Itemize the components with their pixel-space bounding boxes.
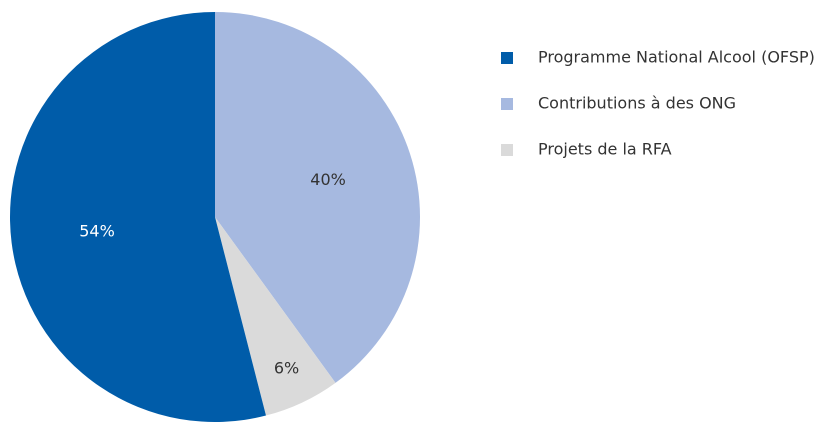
legend-label: Programme National Alcool (OFSP) [538, 48, 815, 67]
legend-swatch [501, 144, 513, 156]
data-label: 54% [79, 221, 115, 240]
legend-swatch [501, 52, 513, 64]
data-label: 40% [310, 170, 346, 189]
pie-slice [215, 217, 336, 416]
data-label: 6% [274, 359, 299, 378]
legend-swatch [501, 98, 513, 110]
legend-label: Projets de la RFA [538, 140, 672, 159]
pie-slice [215, 12, 420, 383]
pie-slice [9, 12, 266, 422]
legend-label: Contributions à des ONG [538, 94, 736, 113]
